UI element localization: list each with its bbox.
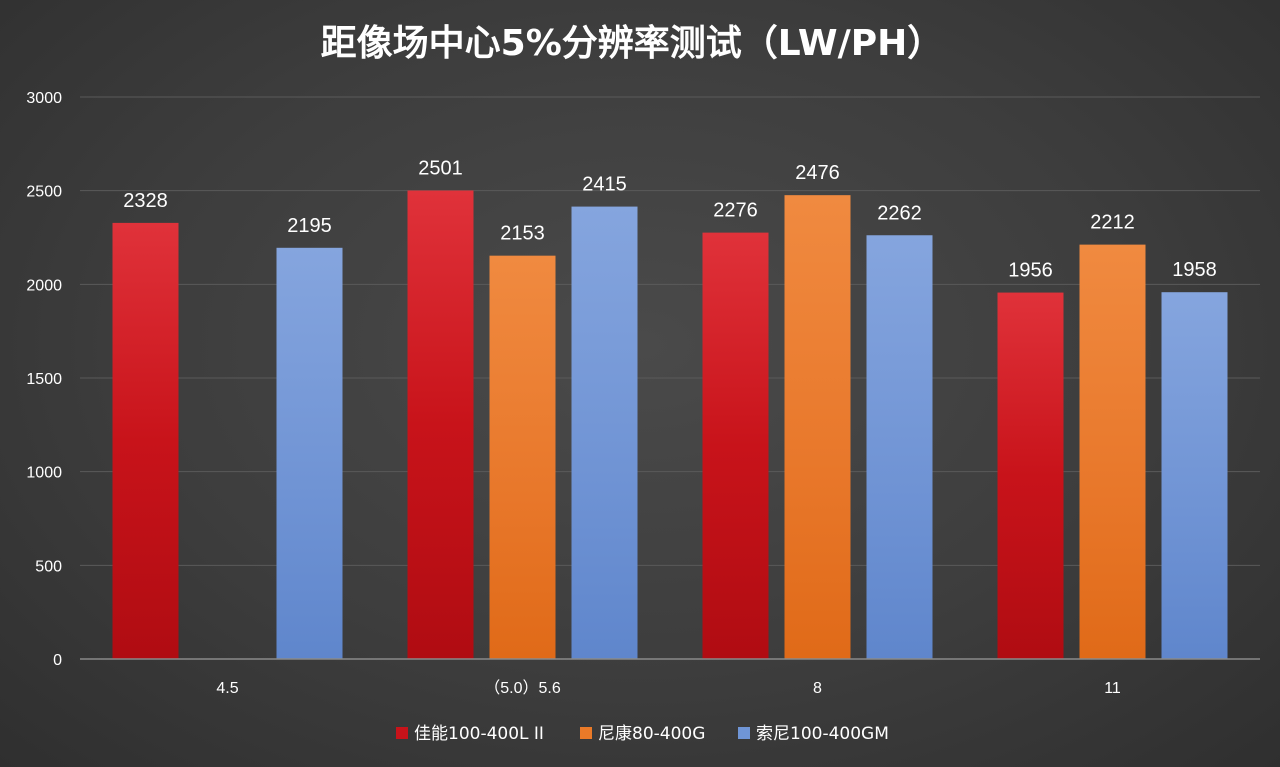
y-axis-ticks: 0 500 1000 1500 2000 2500 3000 (26, 90, 62, 669)
y-tick-label: 2000 (26, 277, 62, 294)
legend-swatch (580, 727, 592, 739)
legend-label: 佳能100-400L II (414, 724, 544, 744)
legend: 佳能100-400L II 尼康80-400G 索尼100-400GM (396, 724, 889, 744)
x-tick-label: （5.0）5.6 (484, 679, 561, 697)
bars (112, 190, 1228, 660)
bar (866, 235, 933, 659)
data-label: 2262 (877, 202, 922, 224)
legend-label: 尼康80-400G (598, 724, 705, 744)
bar (1161, 292, 1228, 659)
x-tick-label: 8 (813, 680, 822, 697)
y-tick-label: 1500 (26, 371, 62, 388)
x-axis-ticks: 4.5 （5.0）5.6 8 11 (216, 679, 1121, 697)
data-labels: 2328 2195 2501 2153 2415 2276 2476 2262 1956 2212… (123, 157, 1217, 281)
y-tick-label: 3000 (26, 90, 62, 107)
y-tick-label: 500 (35, 558, 62, 575)
data-label: 2476 (795, 162, 840, 184)
legend-label: 索尼100-400GM (756, 724, 889, 744)
bar (276, 247, 343, 659)
bar (489, 255, 556, 659)
data-label: 2501 (418, 157, 463, 179)
legend-swatch (738, 727, 750, 739)
bar (407, 190, 474, 659)
data-label: 1958 (1172, 259, 1217, 281)
y-tick-label: 2500 (26, 184, 62, 201)
y-tick-label: 0 (53, 652, 62, 669)
data-label: 2195 (287, 215, 332, 237)
bar (702, 232, 769, 659)
data-label: 2276 (713, 200, 758, 222)
x-tick-label: 4.5 (216, 680, 238, 697)
legend-swatch (396, 727, 408, 739)
data-label: 2415 (582, 174, 627, 196)
chart-title: 距像场中心5%分辨率测试（LW/PH） (321, 23, 944, 64)
data-label: 2212 (1090, 212, 1135, 234)
bar (1079, 244, 1146, 660)
data-label: 1956 (1008, 260, 1053, 282)
bar (997, 292, 1064, 659)
data-label: 2328 (123, 190, 168, 212)
bar (571, 206, 638, 659)
bar (112, 222, 179, 659)
bar (784, 195, 851, 660)
x-tick-label: 11 (1104, 680, 1121, 697)
data-label: 2153 (500, 223, 545, 245)
y-tick-label: 1000 (26, 465, 62, 482)
